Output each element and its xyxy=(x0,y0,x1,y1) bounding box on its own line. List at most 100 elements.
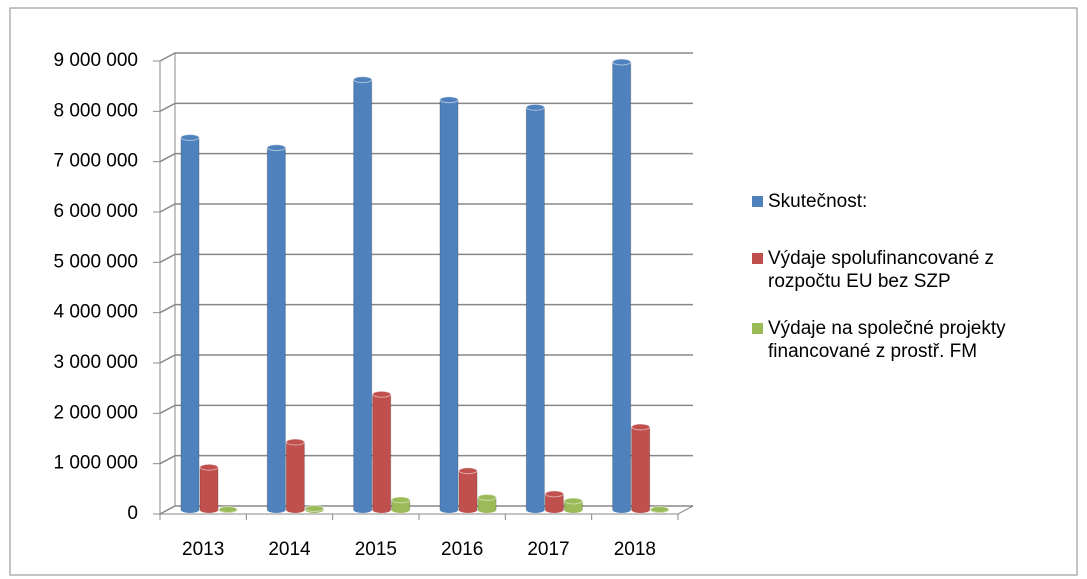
y-tick-label: 8 000 000 xyxy=(53,100,138,121)
bar xyxy=(304,504,324,513)
bar-bottom xyxy=(612,507,631,513)
y-tick-label: 6 000 000 xyxy=(53,201,138,222)
bar-top xyxy=(458,467,478,475)
bar-shade xyxy=(545,493,564,510)
bar xyxy=(199,463,219,513)
bar-bottom xyxy=(181,507,199,513)
y-tick-label: 7 000 000 xyxy=(53,151,138,172)
y-tick-label: 2 000 000 xyxy=(53,402,138,423)
grid-line xyxy=(159,203,693,213)
grid-line xyxy=(159,354,693,364)
legend-swatch xyxy=(752,253,763,264)
legend: Skutečnost: Výdaje spolufinancované z roz… xyxy=(752,190,1072,397)
y-tick-label: 0 xyxy=(127,503,138,524)
bar-top xyxy=(544,490,564,498)
bar-shade xyxy=(631,426,650,510)
bar-shade xyxy=(200,467,218,510)
bar xyxy=(477,493,497,513)
bar-shade xyxy=(181,137,199,511)
bar-bottom xyxy=(545,507,564,513)
y-tick-label: 4 000 000 xyxy=(53,302,138,323)
bar-top xyxy=(650,505,670,513)
bar xyxy=(285,438,305,513)
bar-top xyxy=(266,144,286,152)
bar-shade xyxy=(391,499,410,510)
bar xyxy=(563,497,583,513)
y-tick-label: 5 000 000 xyxy=(53,251,138,272)
grid-line xyxy=(159,152,693,163)
bar-top xyxy=(372,390,392,398)
grid-line xyxy=(159,253,693,263)
bar-bottom xyxy=(200,507,218,513)
x-tick-label: 2017 xyxy=(527,539,569,560)
x-tick-label: 2018 xyxy=(614,539,656,560)
bar xyxy=(266,144,286,513)
bar-top xyxy=(285,438,305,446)
bar-top xyxy=(199,463,219,471)
bar xyxy=(353,76,373,513)
bar-top xyxy=(353,76,373,84)
bar-bottom xyxy=(391,507,410,513)
grid-line xyxy=(159,404,693,414)
legend-label: Výdaje spolufinancované z rozpočtu EU be… xyxy=(768,248,995,292)
bar-shade xyxy=(612,62,631,511)
bar-shade xyxy=(526,107,545,510)
bar xyxy=(439,96,459,513)
grid-line xyxy=(159,303,693,314)
bar-bottom xyxy=(372,507,391,513)
bar-bottom xyxy=(267,507,286,513)
bar-bottom xyxy=(526,507,545,513)
bar-shade xyxy=(564,500,583,510)
bar-shade xyxy=(372,394,391,510)
legend-swatch xyxy=(752,323,763,334)
bar xyxy=(391,496,411,513)
bar xyxy=(218,505,238,513)
bar xyxy=(612,58,632,513)
bar-bottom xyxy=(478,507,496,513)
bar xyxy=(525,103,545,513)
bar-shade xyxy=(286,442,305,510)
legend-item: Skutečnost: xyxy=(752,190,1072,213)
bar xyxy=(650,505,670,513)
grid-line xyxy=(159,102,693,112)
bar-shade xyxy=(459,470,477,510)
y-tick-label: 9 000 000 xyxy=(53,50,138,71)
legend-item: Výdaje na společné projekty financované … xyxy=(752,317,1072,363)
legend-swatch xyxy=(752,196,763,207)
bar-top xyxy=(304,504,324,512)
bar-bottom xyxy=(353,507,372,513)
bar xyxy=(372,390,392,513)
bar-bottom xyxy=(459,507,477,513)
x-tick-label: 2014 xyxy=(268,539,311,560)
bar-bottom xyxy=(286,507,305,513)
bar-shade xyxy=(440,99,458,511)
bar-bottom xyxy=(631,507,650,513)
legend-label: Výdaje na společné projekty financované … xyxy=(768,318,1006,362)
bar-top xyxy=(391,496,411,504)
bar xyxy=(544,490,564,513)
y-tick-label: 1 000 000 xyxy=(53,453,138,474)
x-tick-label: 2016 xyxy=(441,539,483,560)
bar-top xyxy=(612,58,632,66)
grid-line xyxy=(159,505,693,515)
bar-top xyxy=(477,493,497,501)
bar-top xyxy=(180,134,200,142)
bar-bottom xyxy=(440,507,458,513)
x-tick-label: 2015 xyxy=(355,539,397,560)
bar-top xyxy=(525,103,545,111)
grid-line xyxy=(159,454,693,465)
bar-top xyxy=(218,505,238,513)
bar xyxy=(180,134,200,513)
x-tick-label: 2013 xyxy=(182,539,224,560)
bar-shade xyxy=(353,79,372,511)
y-tick-label: 3 000 000 xyxy=(53,352,138,373)
legend-item: Výdaje spolufinancované z rozpočtu EU be… xyxy=(752,247,1072,293)
bar-top xyxy=(439,96,459,104)
bar-top xyxy=(563,497,583,505)
bar xyxy=(631,423,651,513)
bar xyxy=(458,467,478,513)
grid-line xyxy=(159,52,693,62)
bar-shade xyxy=(267,147,286,510)
